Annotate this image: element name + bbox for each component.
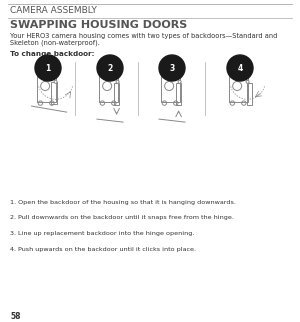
Bar bbox=[99, 76, 118, 102]
Text: 3. Line up replacement backdoor into the hinge opening.: 3. Line up replacement backdoor into the… bbox=[10, 231, 194, 236]
Text: 4: 4 bbox=[237, 63, 243, 72]
Bar bbox=[247, 83, 252, 105]
Circle shape bbox=[116, 80, 119, 83]
Circle shape bbox=[178, 80, 181, 83]
Text: 2: 2 bbox=[107, 63, 112, 72]
Circle shape bbox=[97, 55, 123, 81]
Circle shape bbox=[246, 80, 249, 83]
Text: 2. Pull downwards on the backdoor until it snaps free from the hinge.: 2. Pull downwards on the backdoor until … bbox=[10, 215, 234, 221]
Text: Your HERO3 camera housing comes with two types of backdoors—Standard and: Your HERO3 camera housing comes with two… bbox=[10, 33, 278, 39]
Bar bbox=[114, 83, 119, 105]
Text: Skeleton (non-waterproof).: Skeleton (non-waterproof). bbox=[10, 40, 100, 46]
Text: SWAPPING HOUSING DOORS: SWAPPING HOUSING DOORS bbox=[10, 20, 187, 30]
Text: 3: 3 bbox=[169, 63, 175, 72]
Bar bbox=[176, 83, 182, 105]
Bar bbox=[51, 82, 57, 104]
Circle shape bbox=[54, 80, 57, 83]
Circle shape bbox=[159, 55, 185, 81]
Circle shape bbox=[227, 55, 253, 81]
Bar bbox=[160, 76, 180, 102]
Text: 58: 58 bbox=[10, 312, 20, 321]
Text: To change backdoor:: To change backdoor: bbox=[10, 51, 95, 57]
Text: CAMERA ASSEMBLY: CAMERA ASSEMBLY bbox=[10, 6, 97, 15]
Text: 1: 1 bbox=[45, 63, 51, 72]
Text: 4. Push upwards on the backdoor until it clicks into place.: 4. Push upwards on the backdoor until it… bbox=[10, 247, 196, 251]
Bar bbox=[37, 76, 56, 102]
Circle shape bbox=[35, 55, 61, 81]
Bar bbox=[229, 76, 247, 102]
Text: 1. Open the backdoor of the housing so that it is hanging downwards.: 1. Open the backdoor of the housing so t… bbox=[10, 200, 236, 205]
